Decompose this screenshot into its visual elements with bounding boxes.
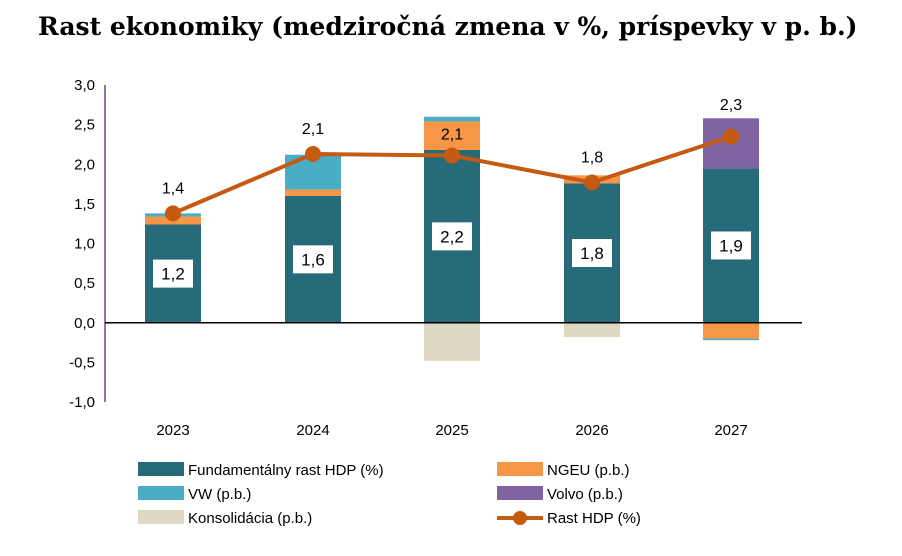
x-category-label: 2026 [575, 422, 608, 439]
line-data-label: 1,8 [581, 149, 603, 166]
y-tick-label: 2,5 [74, 117, 95, 134]
bar-segment [564, 322, 620, 338]
chart-legend: Fundamentálny rast HDP (%) NGEU (p.b.) VW … [138, 462, 641, 527]
y-tick-label: 0,5 [74, 275, 95, 292]
gdp-line-point [723, 128, 739, 145]
bar-segment [703, 322, 759, 339]
gdp-line-point [584, 174, 600, 191]
bar-data-label: 1,8 [580, 244, 604, 263]
legend-label: Fundamentálny rast HDP (%) [188, 462, 384, 479]
gdp-line-point [165, 205, 181, 222]
chart-axes: 3,0 2,5 2,0 1,5 1,0 0,5 0,0 -0,5 -1,0 [69, 77, 106, 411]
line-data-label: 1,4 [162, 180, 184, 197]
legend-swatch [497, 486, 543, 500]
chart-category-labels: 2023 2024 2025 2026 2027 [156, 422, 747, 439]
bar-label-box [432, 222, 472, 251]
y-tick-label: -0,5 [69, 354, 95, 371]
bar-label-box [711, 231, 751, 260]
y-tick-label: -1,0 [69, 394, 95, 411]
legend-swatch [138, 510, 184, 524]
legend-label: Volvo (p.b.) [547, 486, 623, 503]
legend-swatch [138, 462, 184, 476]
bar-segment [424, 116, 480, 122]
bar-data-label: 1,2 [161, 265, 185, 284]
bar-segment [424, 121, 480, 150]
x-category-label: 2027 [714, 422, 747, 439]
bar-segment [285, 189, 341, 196]
bar-label-box [153, 259, 193, 288]
x-category-label: 2025 [435, 422, 468, 439]
line-data-label: 2,1 [441, 127, 463, 144]
line-data-label: 2,3 [720, 97, 742, 114]
bar-data-label: 2,2 [440, 227, 464, 246]
y-tick-label: 2,0 [74, 156, 95, 173]
legend-swatch [497, 462, 543, 476]
legend-label: NGEU (p.b.) [547, 462, 630, 479]
chart-title: Rast ekonomiky (medziročná zmena v %, pr… [38, 12, 858, 41]
bar-label-box [572, 239, 612, 268]
y-tick-label: 3,0 [74, 77, 95, 94]
legend-swatch [138, 486, 184, 500]
bar-segment [703, 338, 759, 341]
legend-line-marker [513, 511, 527, 525]
legend-label: VW (p.b.) [188, 486, 251, 503]
bar-label-box [293, 245, 333, 274]
legend-label: Konsolidácia (p.b.) [188, 510, 312, 527]
x-category-label: 2023 [156, 422, 189, 439]
bar-segment [424, 322, 480, 361]
chart-bar-labels: 1,2 1,6 2,2 1,8 1,9 [153, 222, 751, 288]
chart-gdp-line [165, 128, 739, 222]
y-tick-label: 0,0 [74, 315, 95, 332]
y-tick-label: 1,5 [74, 196, 95, 213]
gdp-line-point [444, 147, 460, 164]
bar-data-label: 1,6 [301, 250, 325, 269]
legend-label: Rast HDP (%) [547, 510, 641, 527]
y-tick-label: 1,0 [74, 236, 95, 253]
chart-line-labels: 1,4 2,1 2,1 1,8 2,3 [162, 97, 742, 198]
line-data-label: 2,1 [302, 121, 324, 138]
bar-data-label: 1,9 [719, 236, 743, 255]
gdp-line-point [305, 145, 321, 162]
x-category-label: 2024 [296, 422, 329, 439]
